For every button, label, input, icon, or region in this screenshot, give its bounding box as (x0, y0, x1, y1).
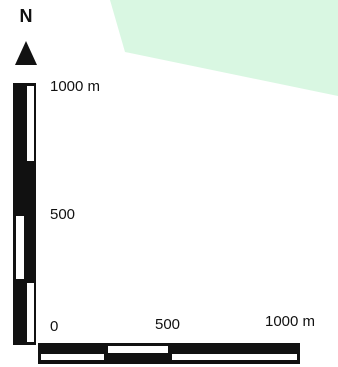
horizontal-scale-bar (38, 343, 300, 364)
vertical-scale-label-1000m: 1000 m (50, 78, 101, 95)
horizontal-scale-label-500: 500 (155, 316, 181, 333)
north-label: N (19, 6, 33, 26)
vertical-scale-label-500: 500 (50, 206, 76, 223)
north-arrow-icon (15, 41, 37, 65)
horizontal-scale-label-0: 0 (50, 318, 59, 335)
horizontal-scale-label-1000m: 1000 m (265, 313, 316, 330)
vertical-scale-bar (13, 83, 36, 345)
